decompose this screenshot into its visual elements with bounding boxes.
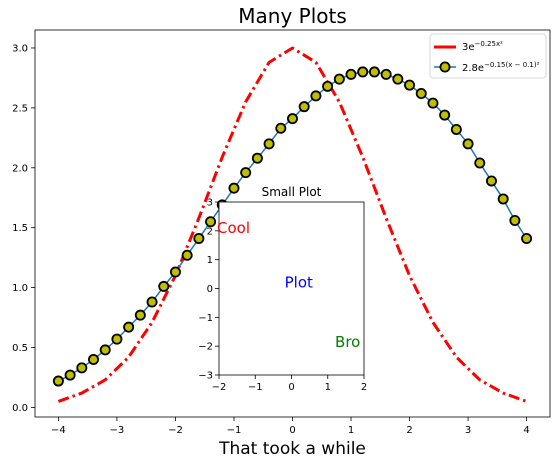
data-point — [134, 309, 146, 321]
data-point — [205, 216, 217, 228]
data-point — [275, 122, 287, 134]
inset-y-tick-label: −2 — [198, 342, 213, 353]
inset-x-tick-label: −1 — [248, 382, 263, 393]
series-layer — [52, 46, 533, 403]
data-point — [88, 353, 100, 365]
y-tick-label: 0.5 — [12, 343, 28, 354]
inset-y-tick-label: −3 — [198, 371, 213, 382]
data-point — [181, 249, 193, 261]
data-point — [298, 101, 310, 113]
y-tick-label: 3.0 — [12, 43, 28, 54]
y-tick-label: 2.5 — [12, 103, 28, 114]
inset-x-tick-label: 0 — [288, 382, 294, 393]
inset-x-tick-label: 1 — [325, 382, 331, 393]
x-tick-label: 3 — [465, 425, 471, 436]
data-point — [357, 66, 369, 78]
legend-box — [429, 33, 547, 79]
y-tick-label: 1.0 — [12, 283, 28, 294]
inset-y-tick-label: 2 — [207, 226, 213, 237]
data-point — [64, 369, 76, 381]
chart-title: Many Plots — [238, 4, 347, 28]
inset-y-tick-label: 1 — [207, 255, 213, 266]
data-point — [509, 215, 521, 227]
x-tick-label: −3 — [110, 425, 125, 436]
main-plot-frame — [34, 29, 551, 418]
x-tick-label: −2 — [168, 425, 183, 436]
y-tick-label: 2.0 — [12, 163, 28, 174]
inset-x-tick-label: −2 — [212, 382, 227, 393]
data-point — [380, 68, 392, 80]
legend-marker — [439, 61, 451, 73]
data-point — [462, 138, 474, 150]
inset-y-tick-label: 0 — [207, 284, 213, 295]
x-tick-label: 4 — [523, 425, 529, 436]
data-point — [169, 266, 181, 278]
y-tick-label: 0.0 — [12, 403, 28, 414]
y-tick-label: 1.5 — [12, 223, 28, 234]
data-point — [123, 321, 135, 333]
data-point — [415, 88, 427, 100]
data-point — [310, 90, 322, 102]
data-point — [497, 193, 509, 205]
inset-annotation: Bro — [335, 333, 360, 351]
data-point — [193, 232, 205, 244]
inset-annotation: Plot — [285, 274, 313, 292]
data-point — [228, 182, 240, 194]
data-point — [240, 167, 252, 179]
data-point — [392, 73, 404, 85]
data-point — [99, 344, 111, 356]
data-point — [450, 123, 462, 135]
data-point — [427, 97, 439, 109]
data-point — [474, 157, 486, 169]
data-point — [333, 73, 345, 85]
inset-annotation: Cool — [217, 219, 250, 237]
inset-plot-area — [218, 201, 365, 376]
data-point — [251, 152, 263, 164]
data-point — [111, 333, 123, 345]
inset-y-tick-label: −1 — [198, 313, 213, 324]
data-point — [76, 362, 88, 374]
inset-y-tick-label: 3 — [207, 198, 213, 209]
data-point — [485, 175, 497, 187]
data-point — [404, 79, 416, 91]
data-point — [286, 113, 298, 125]
data-point — [439, 109, 451, 121]
data-point — [263, 138, 275, 150]
x-tick-label: 1 — [348, 425, 354, 436]
x-axis-label: That took a while — [218, 439, 366, 459]
x-tick-label: −1 — [227, 425, 242, 436]
data-point — [521, 232, 533, 244]
data-point — [158, 280, 170, 292]
data-point — [52, 375, 64, 387]
x-tick-label: 2 — [406, 425, 412, 436]
x-tick-label: 0 — [289, 425, 295, 436]
data-point — [345, 68, 357, 80]
data-point — [146, 296, 158, 308]
data-point — [322, 80, 334, 92]
inset-title: Small Plot — [262, 185, 322, 199]
inset-x-tick-label: 2 — [361, 382, 367, 393]
data-point — [368, 66, 380, 78]
series-line-red — [57, 46, 528, 403]
x-tick-label: −4 — [51, 425, 66, 436]
